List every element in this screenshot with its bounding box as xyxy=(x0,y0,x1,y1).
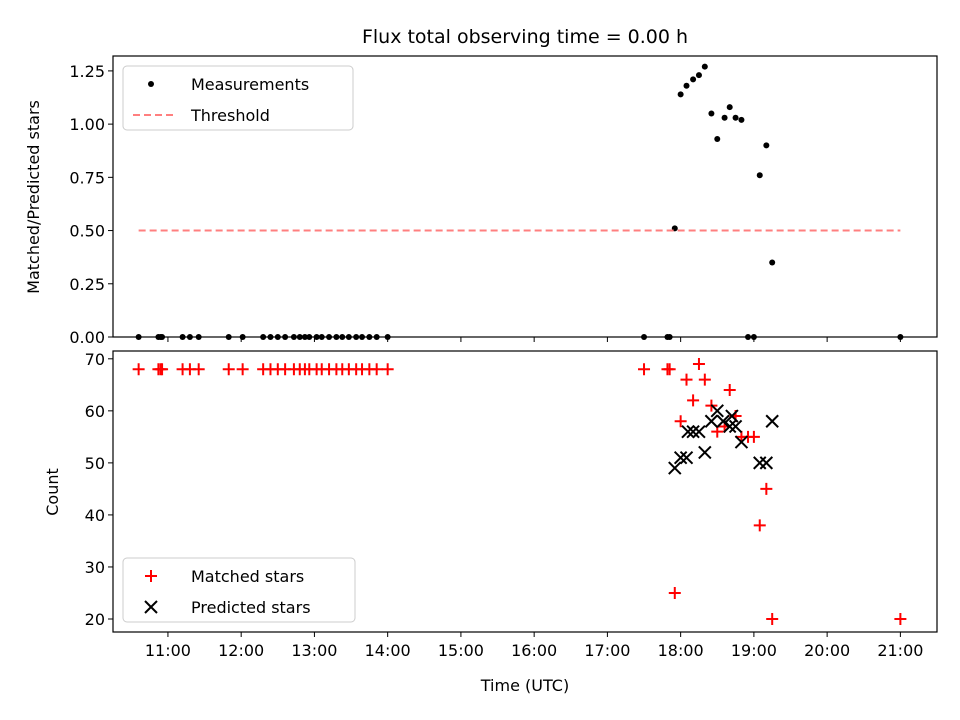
legend-label: Threshold xyxy=(190,106,270,125)
data-point xyxy=(704,414,719,428)
data-point xyxy=(668,461,682,475)
x-tick-label: 11:00 xyxy=(145,641,191,660)
x-axis-label: Time (UTC) xyxy=(480,676,569,695)
legend: Matched stars Predicted stars xyxy=(122,557,356,623)
x-tick-label: 16:00 xyxy=(511,641,557,660)
data-point xyxy=(759,456,774,470)
data-point xyxy=(711,425,724,438)
data-point xyxy=(894,612,907,625)
x-tick-label: 17:00 xyxy=(584,641,630,660)
data-point xyxy=(725,409,739,423)
data-point xyxy=(714,136,721,143)
ratio-panel: Matched/Predicted stars 0.00 0.25 0.50 0.75… xyxy=(24,55,938,347)
data-point xyxy=(698,373,711,386)
x-tick-label: 21:00 xyxy=(877,641,923,660)
data-point xyxy=(701,63,708,70)
y-tick-label: 1.00 xyxy=(69,115,105,134)
data-point xyxy=(710,404,724,418)
x-tick-label: 15:00 xyxy=(438,641,484,660)
data-point xyxy=(681,424,695,439)
legend-label: Matched stars xyxy=(191,567,304,586)
data-point xyxy=(132,363,145,376)
data-point xyxy=(723,384,736,397)
data-point xyxy=(728,419,743,434)
data-point xyxy=(686,424,700,439)
series-matched-stars xyxy=(132,358,907,625)
x-tick-label: 19:00 xyxy=(731,641,777,660)
data-point xyxy=(753,519,766,532)
legend: Measurements Threshold xyxy=(122,65,354,131)
axes-frame xyxy=(112,350,938,633)
data-point xyxy=(734,435,749,449)
data-point xyxy=(698,445,712,460)
y-tick-label: 0.75 xyxy=(69,168,105,187)
data-point xyxy=(763,142,770,149)
data-point xyxy=(680,373,693,386)
x-tick-label: 12:00 xyxy=(218,641,264,660)
y-tick-label: 30 xyxy=(85,558,105,577)
legend-swatch-x xyxy=(144,600,158,614)
chart-title: Flux total observing time = 0.00 h xyxy=(362,26,688,48)
data-point xyxy=(679,450,694,465)
data-point xyxy=(156,363,169,376)
data-point xyxy=(769,259,776,266)
ratio-y-axis-label: Matched/Predicted stars xyxy=(24,100,43,294)
y-tick-label: 0.00 xyxy=(69,328,105,347)
y-tick-label: 0.50 xyxy=(69,222,105,241)
data-point xyxy=(765,414,779,428)
x-tick-label: 20:00 xyxy=(804,641,850,660)
data-point xyxy=(753,456,767,470)
data-point xyxy=(677,91,684,98)
data-point xyxy=(370,363,383,376)
data-point xyxy=(674,415,687,428)
data-point xyxy=(760,482,773,495)
data-point xyxy=(721,114,728,121)
data-point xyxy=(708,110,715,117)
legend-label: Measurements xyxy=(191,75,309,94)
data-point xyxy=(236,363,249,376)
data-point xyxy=(766,612,779,625)
data-point xyxy=(690,76,697,83)
data-point xyxy=(732,114,739,121)
y-tick-label: 50 xyxy=(85,454,105,473)
x-tick-label: 14:00 xyxy=(365,641,411,660)
x-tick-label: 18:00 xyxy=(658,641,704,660)
data-point xyxy=(638,363,651,376)
data-point xyxy=(687,394,700,407)
plot-area xyxy=(132,358,907,625)
data-point xyxy=(747,430,760,443)
y-tick-label: 60 xyxy=(85,402,105,421)
legend-box xyxy=(122,557,356,623)
data-point xyxy=(192,363,205,376)
y-tick-label: 1.25 xyxy=(69,62,105,81)
data-point xyxy=(726,104,733,111)
data-point xyxy=(695,72,702,79)
data-point xyxy=(683,82,690,89)
legend-swatch-dot xyxy=(148,81,154,87)
data-point xyxy=(756,172,763,179)
legend-swatch-plus xyxy=(145,570,157,582)
data-point xyxy=(692,358,705,371)
data-point xyxy=(222,363,235,376)
data-point xyxy=(663,363,676,376)
data-point xyxy=(668,586,681,599)
data-point xyxy=(381,363,394,376)
series-predicted-stars xyxy=(668,404,779,475)
count-panel: Count 20 30 40 50 60 70 11:00 12:00 13:00 14:00 15… xyxy=(43,350,938,660)
data-point xyxy=(738,116,745,123)
data-point xyxy=(673,450,688,465)
count-y-axis-label: Count xyxy=(43,468,62,516)
y-tick-label: 70 xyxy=(85,350,105,369)
x-tick-label: 13:00 xyxy=(291,641,337,660)
legend-label: Predicted stars xyxy=(191,598,311,617)
y-tick-label: 40 xyxy=(85,506,105,525)
legend-box xyxy=(122,65,354,131)
axes-frame xyxy=(112,55,938,338)
y-tick-label: 20 xyxy=(85,610,105,629)
data-point xyxy=(692,424,706,439)
y-tick-label: 0.25 xyxy=(69,275,105,294)
data-point xyxy=(723,419,737,434)
